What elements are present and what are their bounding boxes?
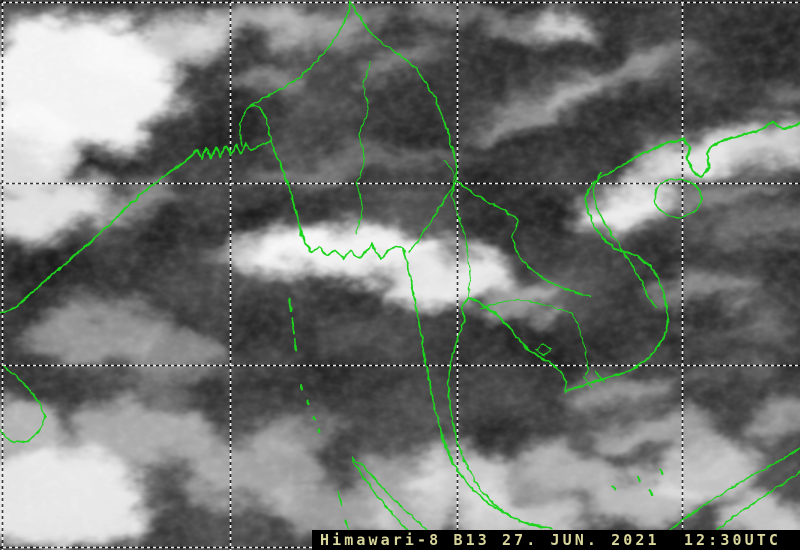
myanmar-thailand-border xyxy=(407,180,458,253)
mekong-delta-channels xyxy=(583,370,605,389)
myanmar-china-border xyxy=(350,1,458,182)
natuna-islands xyxy=(611,469,664,496)
rakhine-islets xyxy=(295,209,302,236)
irrawaddy-river xyxy=(355,61,371,235)
south-china-coast xyxy=(636,120,800,179)
timestamp-text: Himawari-8 B13 27. JUN. 2021 12:30UTC xyxy=(320,531,781,549)
hainan-island xyxy=(654,178,703,219)
thai-lao-mekong-border xyxy=(456,180,592,298)
bangladesh-border xyxy=(239,104,272,147)
nicobar-islands xyxy=(299,384,321,434)
cambodia-vietnam-coast xyxy=(467,155,669,393)
cambodia-borders xyxy=(479,299,589,377)
india-bangladesh-myanmar-coast xyxy=(0,140,306,314)
sumatra-coast xyxy=(337,457,457,550)
gulf-of-thailand-west-coast xyxy=(447,297,547,528)
thailand-interior-line xyxy=(444,159,471,299)
timestamp-bar: Himawari-8 B13 27. JUN. 2021 12:30UTC xyxy=(312,530,800,550)
india-ne-border xyxy=(249,1,352,107)
tonle-sap-lake xyxy=(535,343,552,357)
laos-vietnam-border xyxy=(592,171,657,309)
myanmar-delta-and-peninsula-west-coast xyxy=(304,242,553,529)
sri-lanka-coast xyxy=(0,366,46,443)
andaman-islands xyxy=(288,297,297,352)
